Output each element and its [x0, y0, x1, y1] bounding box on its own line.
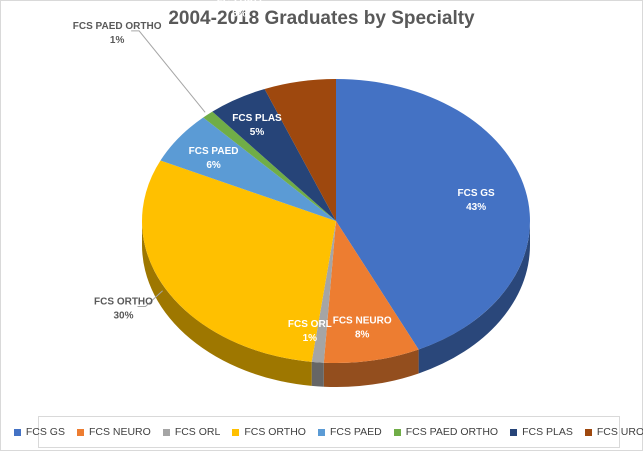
data-label-category-fcs-ortho: FCS ORTHO	[94, 297, 153, 308]
data-label-value-fcs-uro: 6%	[232, 9, 247, 20]
data-label-category-fcs-paed-ortho: FCS PAED ORTHO	[73, 21, 162, 32]
pie-slice-fcs-uro[interactable]	[264, 79, 336, 221]
legend-label-fcs-paed-ortho: FCS PAED ORTHO	[405, 426, 499, 438]
data-label-value-fcs-paed: 6%	[206, 160, 221, 171]
pie-side-fcs-orl	[311, 361, 324, 387]
data-label-value-fcs-gs: 43%	[466, 202, 486, 213]
chart-legend: FCS GS FCS NEURO FCS ORL FCS ORTHO FCS PAED F…	[13, 416, 643, 448]
leader-line-fcs-ortho	[137, 290, 163, 308]
legend-label-fcs-gs: FCS GS	[25, 426, 65, 438]
legend-swatch-fcs-orl	[162, 428, 170, 436]
legend-item-fcs-neuro[interactable]: FCS NEURO	[76, 426, 151, 438]
legend-label-fcs-uro: FCS URO	[596, 426, 643, 438]
data-label-category-fcs-uro: FCS URO	[217, 0, 262, 6]
legend-item-fcs-gs[interactable]: FCS GS	[13, 426, 65, 438]
data-label-category-fcs-gs: FCS GS	[457, 188, 495, 199]
legend-item-fcs-paed-ortho[interactable]: FCS PAED ORTHO	[393, 426, 499, 438]
pie-slice-fcs-orl[interactable]	[311, 221, 336, 363]
data-label-category-fcs-orl: FCS ORL	[288, 319, 332, 330]
legend-swatch-fcs-gs	[13, 428, 21, 436]
pie-slice-fcs-neuro[interactable]	[323, 221, 419, 363]
legend-item-fcs-paed[interactable]: FCS PAED	[317, 426, 382, 438]
legend-label-fcs-neuro: FCS NEURO	[88, 426, 151, 438]
legend-item-fcs-ortho[interactable]: FCS ORTHO	[232, 426, 306, 438]
legend-swatch-fcs-neuro	[76, 428, 84, 436]
legend-label-fcs-plas: FCS PLAS	[522, 426, 573, 438]
legend-swatch-fcs-uro	[584, 428, 592, 436]
data-label-category-fcs-neuro: FCS NEURO	[333, 315, 392, 326]
data-label-value-fcs-neuro: 8%	[355, 329, 370, 340]
legend-label-fcs-orl: FCS ORL	[174, 426, 221, 438]
data-label-value-fcs-paed-ortho: 1%	[110, 35, 125, 46]
legend-item-fcs-orl[interactable]: FCS ORL	[162, 426, 221, 438]
leader-line-fcs-paed-ortho	[131, 30, 206, 113]
legend-swatch-fcs-paed-ortho	[393, 428, 401, 436]
data-label-category-fcs-paed: FCS PAED	[189, 146, 239, 157]
legend-swatch-fcs-plas	[510, 428, 518, 436]
pie-slice-fcs-plas[interactable]	[212, 88, 336, 221]
pie-side-fcs-ortho	[142, 221, 312, 386]
pie-slice-fcs-paed-ortho[interactable]	[203, 111, 336, 221]
data-label-value-fcs-orl: 1%	[303, 333, 318, 344]
data-label-value-fcs-plas: 5%	[250, 127, 265, 138]
legend-swatch-fcs-ortho	[232, 428, 240, 436]
pie-side-fcs-gs	[418, 221, 530, 374]
pie-side-fcs-neuro	[323, 349, 419, 387]
legend-label-fcs-paed: FCS PAED	[329, 426, 382, 438]
data-label-category-fcs-plas: FCS PLAS	[232, 113, 282, 124]
legend-item-fcs-plas[interactable]: FCS PLAS	[510, 426, 573, 438]
pie-slice-fcs-paed[interactable]	[160, 117, 336, 221]
pie-slice-fcs-ortho[interactable]	[142, 160, 336, 362]
legend-label-fcs-ortho: FCS ORTHO	[244, 426, 306, 438]
pie-slice-fcs-gs[interactable]	[336, 79, 530, 350]
legend-swatch-fcs-paed	[317, 428, 325, 436]
chart-title: 2004-2018 Graduates by Specialty	[168, 8, 475, 29]
legend-item-fcs-uro[interactable]: FCS URO	[584, 426, 643, 438]
data-label-value-fcs-ortho: 30%	[113, 311, 133, 322]
